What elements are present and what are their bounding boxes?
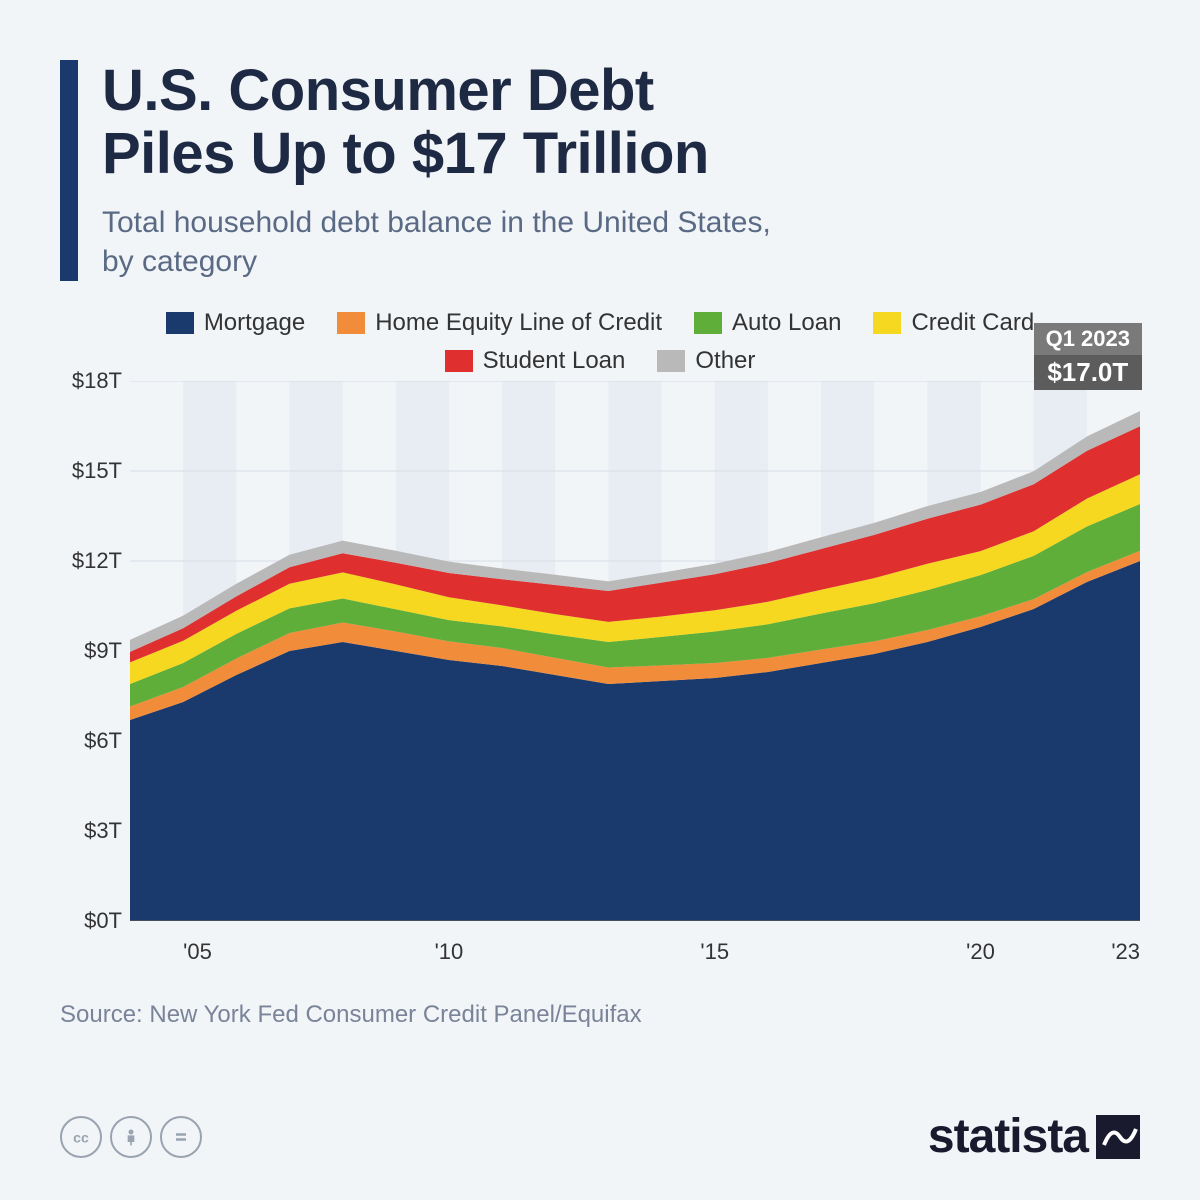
license-icons: cc [60, 1116, 202, 1158]
legend-swatch [445, 350, 473, 372]
legend-item: Other [657, 347, 755, 375]
y-axis: $0T$3T$6T$9T$12T$15T$18T [60, 381, 122, 921]
legend-item: Student Loan [445, 347, 626, 375]
chart-legend: Mortgage Home Equity Line of Credit Auto L… [60, 309, 1140, 375]
y-tick-label: $12T [60, 548, 122, 574]
y-tick-label: $3T [60, 818, 122, 844]
legend-item: Mortgage [166, 309, 305, 337]
legend-label: Student Loan [483, 347, 626, 375]
header: U.S. Consumer Debt Piles Up to $17 Trill… [60, 60, 1140, 281]
y-tick-label: $18T [60, 368, 122, 394]
x-tick-label: '23 [1111, 939, 1140, 965]
legend-item: Credit Card [873, 309, 1034, 337]
title-accent-bar [60, 60, 78, 281]
stacked-area-svg [130, 381, 1140, 921]
page-subtitle: Total household debt balance in the Unit… [102, 203, 771, 281]
y-tick-label: $15T [60, 458, 122, 484]
brand-logo: statista [928, 1109, 1140, 1164]
legend-swatch [337, 312, 365, 334]
legend-item: Home Equity Line of Credit [337, 309, 662, 337]
nd-icon [160, 1116, 202, 1158]
x-tick-label: '10 [435, 939, 464, 965]
legend-swatch [873, 312, 901, 334]
page-title: U.S. Consumer Debt Piles Up to $17 Trill… [102, 60, 771, 185]
brand-text: statista [928, 1109, 1088, 1164]
footer: cc statista [60, 1109, 1140, 1164]
x-tick-label: '05 [183, 939, 212, 965]
callout-label: Q1 2023 [1034, 323, 1142, 354]
legend-label: Home Equity Line of Credit [375, 309, 662, 337]
cc-icon: cc [60, 1116, 102, 1158]
svg-text:cc: cc [73, 1129, 89, 1145]
subtitle-line-2: by category [102, 245, 257, 278]
x-tick-label: '15 [700, 939, 729, 965]
by-icon [110, 1116, 152, 1158]
x-tick-label: '20 [966, 939, 995, 965]
data-callout: Q1 2023 $17.0T [1034, 323, 1142, 390]
callout-value: $17.0T [1034, 355, 1142, 391]
title-block: U.S. Consumer Debt Piles Up to $17 Trill… [102, 60, 771, 281]
legend-item: Auto Loan [694, 309, 841, 337]
y-tick-label: $0T [60, 908, 122, 934]
legend-swatch [694, 312, 722, 334]
y-tick-label: $9T [60, 638, 122, 664]
title-line-2: Piles Up to $17 Trillion [102, 121, 709, 186]
legend-label: Other [695, 347, 755, 375]
legend-label: Mortgage [204, 309, 305, 337]
source-text: Source: New York Fed Consumer Credit Pan… [60, 1001, 1140, 1029]
legend-label: Credit Card [911, 309, 1034, 337]
y-tick-label: $6T [60, 728, 122, 754]
legend-label: Auto Loan [732, 309, 841, 337]
plot-area: Q1 2023 $17.0T [130, 381, 1140, 921]
legend-swatch [166, 312, 194, 334]
subtitle-line-1: Total household debt balance in the Unit… [102, 206, 771, 239]
legend-swatch [657, 350, 685, 372]
chart: $0T$3T$6T$9T$12T$15T$18T Q1 2023 $17.0T … [60, 381, 1140, 965]
brand-mark-icon [1096, 1115, 1140, 1159]
x-axis: '05 '10 '15 '20 '23 [130, 921, 1140, 965]
title-line-1: U.S. Consumer Debt [102, 58, 654, 123]
